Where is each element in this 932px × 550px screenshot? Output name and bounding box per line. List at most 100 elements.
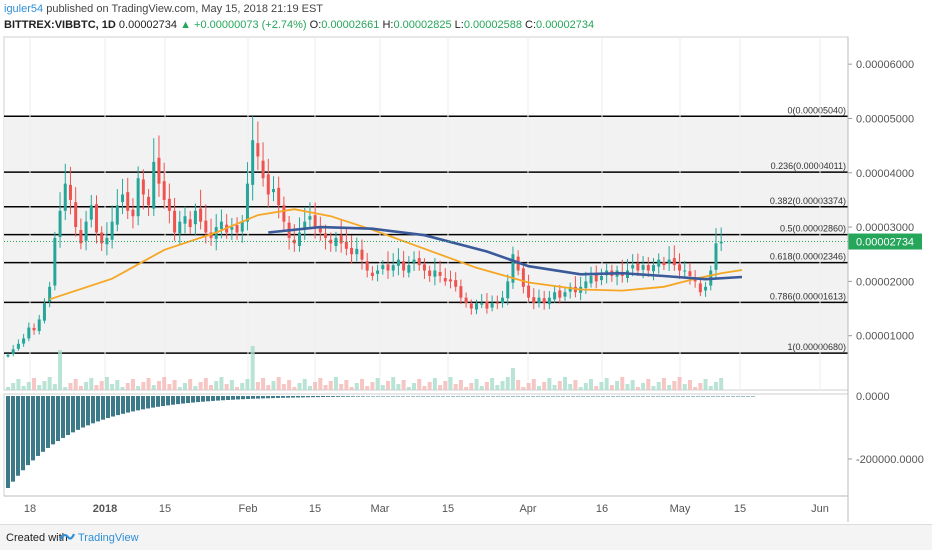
candle-body <box>110 221 114 240</box>
depth-bar <box>131 396 135 412</box>
depth-bar <box>286 396 290 398</box>
depth-bar <box>551 396 555 397</box>
time-tick-label: 16 <box>596 503 608 515</box>
depth-bar <box>106 396 110 419</box>
time-tick-label: Feb <box>239 503 258 515</box>
candle-body <box>178 221 182 234</box>
volume-bar <box>354 383 359 390</box>
candle-body <box>100 232 104 244</box>
candle-body <box>714 243 718 270</box>
volume-bar <box>589 379 594 390</box>
volume-bar <box>32 378 37 390</box>
depth-bar <box>331 396 335 397</box>
depth-bar <box>121 396 125 414</box>
depth-bar <box>721 396 725 397</box>
depth-bar <box>66 396 70 436</box>
price-chart[interactable]: 0(0.00005040) 0.236(0.00004011) 0.382(0.00… <box>0 0 932 524</box>
volume-bar <box>307 386 312 390</box>
candle-body <box>646 265 650 271</box>
time-tick-label: May <box>670 503 691 515</box>
candle-body <box>370 272 374 276</box>
ohlc-high-value: 0.00002825 <box>393 19 452 31</box>
depth-bar <box>636 396 640 397</box>
candle-body <box>350 247 354 255</box>
candle-body <box>391 265 395 271</box>
depth-bar <box>376 396 380 397</box>
candle-body <box>303 221 307 230</box>
volume-bar <box>542 382 547 390</box>
depth-bar <box>431 396 435 397</box>
volume-bar <box>568 384 573 390</box>
candle-body <box>433 270 437 277</box>
depth-bar <box>521 396 525 397</box>
depth-bar <box>466 396 470 397</box>
depth-bar <box>396 396 400 397</box>
candle-body <box>53 237 57 286</box>
fib-level-label: 1(0.00000680) <box>787 342 846 352</box>
candle-body <box>428 270 432 276</box>
volume-bar <box>271 381 276 390</box>
candle-body <box>448 279 452 282</box>
tradingview-link[interactable]: TradingView <box>78 532 139 544</box>
fib-level-label: 0(0.00005040) <box>787 105 846 115</box>
depth-bar <box>116 396 120 416</box>
depth-bar <box>746 396 750 397</box>
depth-bar <box>171 396 175 405</box>
volume-bar <box>401 380 406 390</box>
volume-bar <box>458 380 463 390</box>
time-tick-label: 18 <box>24 503 36 515</box>
depth-bar <box>591 396 595 397</box>
depth-bar <box>326 396 330 397</box>
candle-body <box>271 189 275 193</box>
volume-bar <box>573 380 578 390</box>
volume-bar <box>16 379 21 390</box>
depth-bar <box>196 396 200 403</box>
tradingview-logo-icon <box>59 533 76 541</box>
candle-body <box>501 297 505 304</box>
depth-tick-label: 0.0000 <box>856 391 890 403</box>
depth-bar <box>481 396 485 397</box>
volume-bar <box>536 386 541 390</box>
candle-body <box>344 241 348 249</box>
publish-line: iguler54 published on TradingView.com, M… <box>4 3 323 15</box>
fib-level-label: 0.382(0.00003374) <box>770 196 846 206</box>
volume-bar <box>646 379 651 390</box>
candle-body <box>506 281 510 299</box>
depth-bar <box>541 396 545 397</box>
candle-body <box>386 264 390 271</box>
candle-body <box>292 239 296 244</box>
candle-body <box>313 215 317 228</box>
volume-bar <box>162 377 167 390</box>
volume-bar <box>177 387 182 390</box>
candle-body <box>688 271 692 276</box>
volume-bar <box>11 383 16 390</box>
volume-bar <box>328 381 333 390</box>
depth-bar <box>726 396 730 397</box>
chart-header: iguler54 published on TradingView.com, M… <box>0 0 932 36</box>
depth-bar <box>31 396 35 461</box>
depth-bar <box>306 396 310 398</box>
volume-bar <box>490 378 495 390</box>
ma-fast-line <box>49 208 743 301</box>
volume-bar <box>380 385 385 390</box>
depth-bar <box>701 396 705 397</box>
depth-bar <box>206 396 210 402</box>
candle-body <box>558 290 562 298</box>
depth-bar <box>246 396 250 399</box>
volume-bar <box>557 381 562 390</box>
volume-bar <box>375 378 380 390</box>
candle-body <box>475 303 479 310</box>
candle-body <box>443 278 447 282</box>
depth-bar <box>81 396 85 428</box>
volume-bar <box>682 384 687 390</box>
volume-bar <box>47 377 52 390</box>
depth-bar <box>441 396 445 397</box>
depth-bar <box>446 396 450 397</box>
author-link[interactable]: iguler54 <box>4 3 44 15</box>
time-tick-label: 15 <box>159 503 171 515</box>
depth-bar <box>351 396 355 397</box>
volume-bar <box>417 379 422 390</box>
candle-body <box>469 303 473 309</box>
candle-body <box>678 264 682 271</box>
depth-bar <box>621 396 625 397</box>
